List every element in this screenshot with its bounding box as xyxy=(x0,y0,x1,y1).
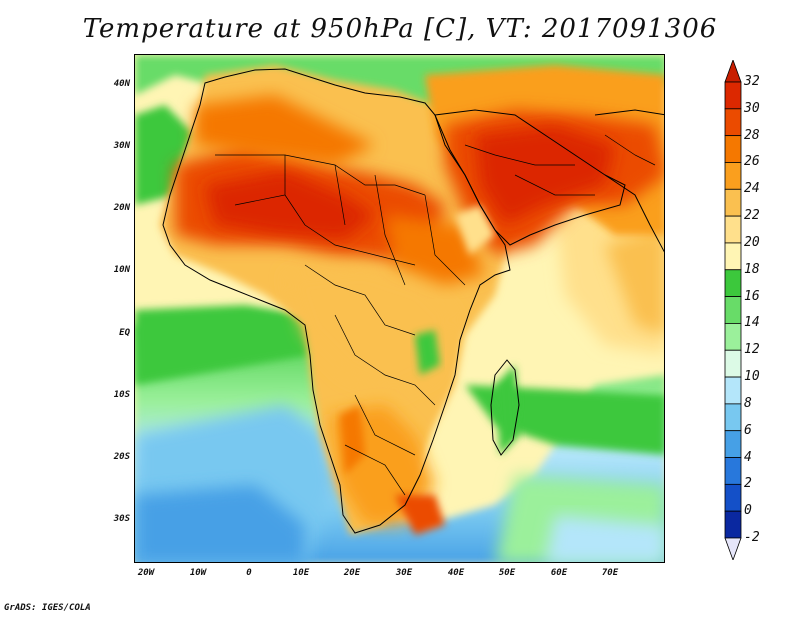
country-borders xyxy=(215,154,466,496)
y-label-eq: EQ xyxy=(119,328,130,338)
indian-ocean-colder xyxy=(545,515,664,562)
colorbar xyxy=(724,60,742,560)
madagascar-coastline xyxy=(490,359,520,456)
colorbar-label: 10 xyxy=(744,369,760,385)
south-atlantic-cold xyxy=(135,485,305,562)
colorbar-label: 18 xyxy=(744,261,760,277)
colorbar-box xyxy=(724,81,742,110)
colorbar-under-triangle xyxy=(724,537,742,560)
colorbar-box xyxy=(724,135,742,163)
colorbar-box xyxy=(724,323,742,351)
asia-coastline xyxy=(594,109,664,253)
x-label-40e: 40E xyxy=(447,568,465,578)
coastline-group xyxy=(162,68,664,534)
africa-coastline xyxy=(162,68,511,534)
colorbar-label: 20 xyxy=(744,234,760,250)
y-label-30s: 30S xyxy=(113,514,130,524)
y-label-10s: 10S xyxy=(113,390,130,400)
colorbar-label: -2 xyxy=(744,530,760,545)
namibia-hot xyxy=(340,405,365,475)
x-label-10e: 10E xyxy=(292,568,310,578)
y-label-30n: 30N xyxy=(113,141,130,151)
colorbar-box xyxy=(724,269,742,297)
colorbar-box xyxy=(724,215,742,244)
temperature-map xyxy=(135,55,664,562)
y-label-10n: 10N xyxy=(113,265,130,275)
colorbar-label: 2 xyxy=(744,476,752,492)
y-label-40n: 40N xyxy=(113,79,130,89)
colorbar-box xyxy=(724,510,742,539)
colorbar-label: 8 xyxy=(744,395,752,411)
arabia-hottest xyxy=(475,125,615,225)
x-label-50e: 50E xyxy=(498,568,516,578)
credit-text: GrADS: IGES/COLA xyxy=(4,603,91,613)
colorbar-box xyxy=(724,376,742,405)
colorbar-label: 4 xyxy=(744,449,752,465)
x-label-20w: 20W xyxy=(137,568,155,578)
colorbar-box xyxy=(724,242,742,271)
colorbar-label: 12 xyxy=(744,342,760,358)
colorbar-label: 14 xyxy=(744,315,760,331)
x-label-30e: 30E xyxy=(395,568,413,578)
colorbar-box xyxy=(724,483,742,512)
x-label-70e: 70E xyxy=(601,568,619,578)
maghreb-hot xyxy=(195,95,375,165)
ethiopian-highlands xyxy=(455,205,495,255)
plot-title: Temperature at 950hPa [C], VT: 201709130… xyxy=(82,14,718,44)
colorbar-over-triangle xyxy=(724,60,742,83)
middle-east-borders xyxy=(464,134,656,196)
y-label-20n: 20N xyxy=(113,203,130,213)
x-label-60e: 60E xyxy=(550,568,568,578)
colorbar-label: 30 xyxy=(744,100,760,116)
colorbar-label: 28 xyxy=(744,127,760,143)
colorbar-label: 26 xyxy=(744,154,760,170)
sahara-hottest xyxy=(205,170,375,240)
south-africa-hot xyxy=(395,495,445,535)
colorbar-box xyxy=(724,403,742,432)
map-panel xyxy=(134,54,665,563)
colorbar-box xyxy=(724,430,742,458)
colorbar-label: 16 xyxy=(744,288,760,304)
arabian-sea-warmer xyxy=(605,225,664,335)
colorbar-box xyxy=(724,296,742,324)
colorbar-box xyxy=(724,188,742,217)
madagascar-cool xyxy=(495,365,520,455)
lake-region-cool xyxy=(415,330,440,375)
arabia-coastline xyxy=(434,109,626,246)
gulf-guinea-band xyxy=(135,305,310,385)
colorbar-label: 24 xyxy=(744,181,760,197)
colorbar-box xyxy=(724,457,742,485)
colorbar-label: 32 xyxy=(744,74,760,89)
colorbar-box xyxy=(724,349,742,378)
colorbar-label: 22 xyxy=(744,208,760,224)
x-label-0: 0 xyxy=(246,568,252,578)
colorbar-box xyxy=(724,108,742,137)
sudan-hot xyxy=(385,215,485,285)
colorbar-label: 0 xyxy=(744,503,752,519)
colorbar-box xyxy=(724,162,742,190)
x-label-10w: 10W xyxy=(189,568,207,578)
y-label-20s: 20S xyxy=(113,452,130,462)
colorbar-label: 6 xyxy=(744,422,752,438)
x-label-20e: 20E xyxy=(343,568,361,578)
central-africa-warm xyxy=(285,265,455,395)
